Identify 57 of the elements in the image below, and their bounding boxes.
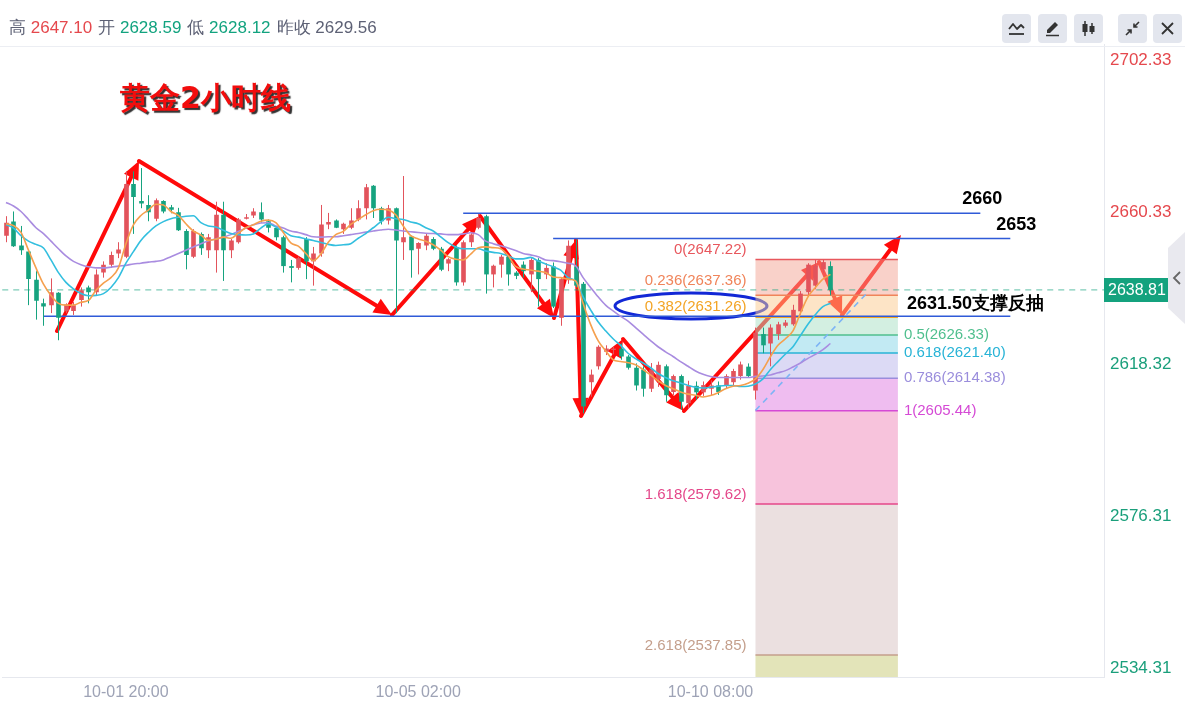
text: 昨收 2629.56 [276, 18, 377, 37]
ref-line-label: 2631.50支撑反抽 [906, 293, 1044, 314]
ref-line-label: 2653 [996, 213, 1037, 234]
candlestick [641, 365, 646, 398]
ref-line-label: 0.382(2631.26) [644, 296, 747, 314]
candlestick [656, 361, 661, 388]
ref-line-label: 1(2605.44) [903, 400, 977, 418]
y-tick-label: 2534.31 [1110, 657, 1172, 677]
ref-line-label: 0.236(2637.36) [644, 270, 747, 288]
y-tick-label: 2660.33 [1110, 201, 1172, 221]
candlestick [409, 235, 414, 279]
candlestick [738, 361, 743, 381]
candlestick [41, 298, 46, 327]
text: 开 2628.59 [98, 18, 182, 37]
candlestick [491, 264, 496, 288]
x-tick-label: 10-01 20:00 [83, 683, 169, 701]
candlestick [589, 369, 594, 398]
candlestick [289, 259, 294, 283]
candlestick [506, 254, 511, 287]
candlestick [499, 254, 504, 279]
candlestick [184, 228, 189, 270]
x-tick-label: 10-10 08:00 [667, 683, 754, 701]
candlestick [416, 241, 421, 275]
candlestick [34, 270, 39, 321]
candlestick [768, 323, 773, 367]
text: 低 2628.12 [187, 18, 271, 37]
ref-line-label: 0.618(2621.40) [903, 343, 1006, 361]
x-tick-label: 10-05 02:00 [375, 683, 462, 701]
candlestick [94, 268, 99, 296]
candlestick [649, 362, 654, 393]
ref-line-label: 2660 [962, 188, 1003, 209]
candlestick [131, 170, 136, 235]
text: 高 2647.10 [9, 18, 93, 37]
candlestick [229, 238, 234, 259]
y-tick-label: 2576.31 [1110, 505, 1172, 525]
candlestick [356, 199, 361, 222]
candlestick [634, 362, 639, 392]
ref-line-label: 0.5(2626.33) [903, 325, 989, 343]
ref-line-label: 2638.81 [1108, 281, 1166, 299]
candlestick [596, 344, 601, 371]
y-tick-label: 2702.33 [1110, 49, 1172, 69]
ref-line-label: 2.618(2537.85) [644, 635, 747, 653]
candlestick [529, 257, 534, 293]
candlestick [761, 327, 766, 354]
ref-line-label: 0.786(2614.38) [903, 368, 1006, 386]
y-tick-label: 2618.32 [1110, 353, 1172, 373]
candlestick [139, 167, 144, 209]
candlestick [401, 175, 406, 261]
text: 黄金2小时线 [120, 79, 291, 117]
candlestick [19, 225, 24, 256]
candlestick [439, 246, 444, 272]
candlestick [776, 321, 781, 341]
candlestick [791, 304, 796, 327]
candlestick [364, 183, 369, 220]
candlestick [371, 184, 376, 219]
ref-line-label: 0(2647.22) [673, 240, 747, 258]
ref-line-label: 1.618(2579.62) [644, 484, 747, 502]
